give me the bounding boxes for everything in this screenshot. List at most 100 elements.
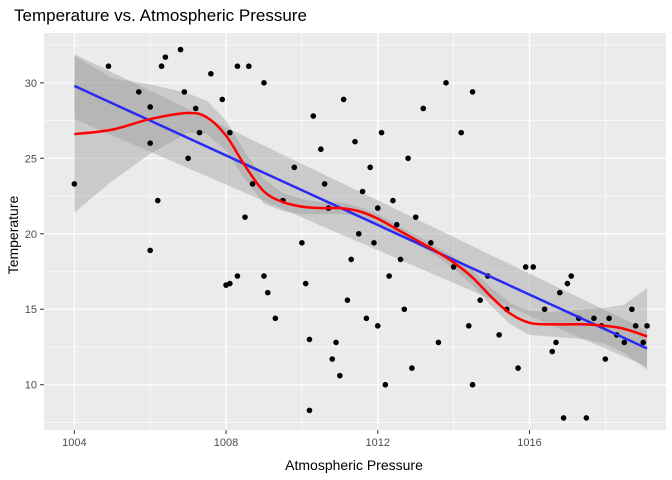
data-point xyxy=(177,46,184,53)
data-point xyxy=(583,415,590,421)
data-point xyxy=(522,264,529,270)
data-point xyxy=(632,323,639,329)
data-point xyxy=(105,63,112,70)
data-point xyxy=(246,63,252,70)
y-tick-label: 20 xyxy=(25,229,37,241)
data-point xyxy=(393,221,400,228)
data-point xyxy=(469,89,476,95)
data-point xyxy=(264,289,271,296)
data-point xyxy=(382,381,389,388)
data-point xyxy=(557,289,563,296)
plot-panel xyxy=(44,33,666,430)
data-point xyxy=(568,273,574,279)
data-point xyxy=(208,70,214,77)
data-point xyxy=(318,146,324,153)
data-point xyxy=(147,247,153,254)
data-point xyxy=(158,63,165,70)
data-point xyxy=(477,297,483,303)
data-point xyxy=(530,264,537,270)
data-point xyxy=(409,365,415,371)
data-point xyxy=(306,336,313,343)
data-point xyxy=(450,264,457,270)
data-point xyxy=(306,407,313,414)
y-tick-label: 25 xyxy=(25,153,37,165)
data-point xyxy=(386,273,392,279)
data-point xyxy=(564,280,571,287)
fit-lines xyxy=(73,84,648,350)
data-point xyxy=(515,365,521,371)
data-point xyxy=(374,323,381,329)
linear-fit-confidence-band xyxy=(74,54,648,367)
data-point xyxy=(299,240,305,246)
x-tick-label: 1016 xyxy=(517,437,541,449)
axis-ticks: 1004 1008 1012 1016 10 15 20 25 30 xyxy=(25,78,542,449)
data-point xyxy=(374,205,381,211)
data-point xyxy=(496,332,502,338)
data-point xyxy=(291,164,298,171)
data-point xyxy=(644,323,650,329)
data-point xyxy=(181,89,188,95)
chart-title: Temperature vs. Atmospheric Pressure xyxy=(14,6,307,25)
data-point xyxy=(344,297,351,303)
data-point xyxy=(71,181,78,187)
data-point xyxy=(261,80,267,86)
data-point xyxy=(602,356,609,362)
data-point xyxy=(401,306,408,313)
x-tick-label: 1012 xyxy=(366,437,390,449)
data-point xyxy=(333,339,339,346)
data-point xyxy=(234,63,241,70)
data-point xyxy=(227,129,233,136)
data-point xyxy=(242,214,248,220)
data-point xyxy=(154,197,161,204)
data-point xyxy=(412,214,419,220)
y-tick-label: 10 xyxy=(25,380,37,392)
data-point xyxy=(363,315,370,322)
x-tick-label: 1008 xyxy=(214,437,238,449)
data-point xyxy=(405,155,411,162)
data-point xyxy=(621,339,628,346)
data-point xyxy=(428,240,434,246)
data-point xyxy=(367,164,373,171)
data-point xyxy=(136,89,142,95)
data-point xyxy=(219,96,226,103)
data-point xyxy=(147,104,153,110)
data-point xyxy=(302,280,309,287)
data-point xyxy=(310,113,317,119)
data-point xyxy=(359,188,366,195)
data-point xyxy=(329,356,336,362)
data-point xyxy=(185,155,191,162)
data-point xyxy=(458,129,464,136)
data-point xyxy=(348,256,355,263)
data-point xyxy=(321,181,328,187)
data-point xyxy=(420,105,427,112)
data-point xyxy=(465,323,472,329)
data-point xyxy=(397,256,404,263)
data-point xyxy=(352,138,358,145)
data-point xyxy=(227,280,233,287)
data-point xyxy=(629,306,635,313)
data-point xyxy=(192,105,199,112)
data-point xyxy=(560,415,567,421)
linear-fit-line xyxy=(73,84,648,350)
x-tick-label: 1004 xyxy=(62,437,86,449)
data-point xyxy=(469,381,476,388)
data-point xyxy=(591,315,597,322)
data-point xyxy=(371,240,377,246)
data-point xyxy=(340,96,347,103)
data-point xyxy=(549,348,556,355)
smooth-fit-line xyxy=(74,111,648,338)
data-point xyxy=(234,273,241,279)
data-point xyxy=(378,129,385,136)
data-point xyxy=(261,273,267,279)
data-point xyxy=(443,80,449,86)
data-point xyxy=(196,129,203,136)
data-point xyxy=(606,315,612,322)
data-point xyxy=(337,372,343,379)
data-point xyxy=(553,339,559,346)
y-tick-label: 15 xyxy=(25,304,37,316)
data-point xyxy=(390,197,396,204)
x-axis-title: Atmospheric Pressure xyxy=(285,457,423,473)
y-axis-title: Temperature xyxy=(5,195,21,274)
data-point xyxy=(640,339,647,346)
